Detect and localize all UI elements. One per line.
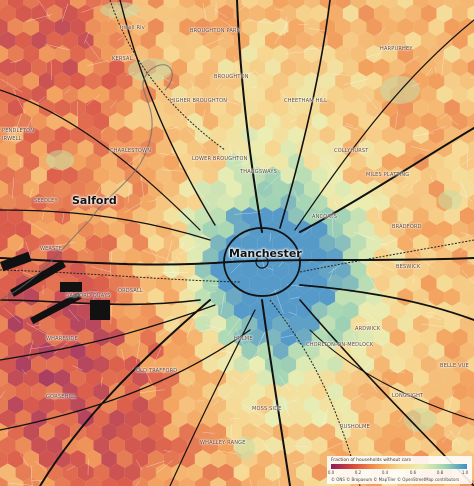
place-label-hulme: HULME (234, 336, 253, 342)
place-label-broughton-park: BROUGHTON PARK (190, 28, 241, 34)
place-label-cheetham-hill: CHEETHAM HILL (284, 98, 328, 104)
place-label-chorlton-on-medlock: CHORLTON-ON-MEDLOCK (306, 342, 374, 348)
place-label-charlestown: CHARLESTOWN (110, 148, 152, 154)
legend-tick: 0.6 (409, 470, 417, 475)
legend-title: Fraction of households without cars (331, 458, 411, 463)
map-attribution: © ONS © Bropaeum © MapTiler © OpenStreet… (331, 477, 460, 482)
place-label-whalley-range: WHALLEY RANGE (200, 440, 246, 446)
place-label-salford-quays: SALFORD QUAYS (66, 293, 111, 299)
place-label-belle-vue: BELLE VUE (440, 363, 469, 369)
place-label-broughton: BROUGHTON (214, 74, 249, 80)
place-label-thangsways: THANGSWAYS (240, 169, 277, 175)
docks-layer (0, 64, 173, 325)
place-label-harpurhey: HARPURHEY (380, 46, 413, 52)
place-label-collyhurst: COLLYHURST (334, 148, 369, 154)
place-label-gorsehill: GORSEHILL (46, 394, 77, 400)
map-legend: Fraction of households without cars 0.0 … (327, 456, 472, 484)
place-label-moss-side: MOSS SIDE (252, 406, 282, 412)
legend-tick: 0.2 (354, 470, 362, 475)
place-label-miles-platting: MILES PLATTING (366, 172, 410, 178)
place-label-wharfside: WHARFSIDE (46, 336, 78, 342)
place-label-weaste: WEASTE (40, 246, 63, 252)
legend-color-ramp (331, 464, 467, 469)
place-label-higher-broughton: HIGHER BROUGHTON (170, 98, 228, 104)
place-label-ardwick: ARDWICK (355, 326, 381, 332)
place-label-irwell-riv: Irwell Riv (120, 25, 145, 31)
legend-tick: 0.8 (436, 470, 444, 475)
place-label-rusholme: RUSHOLME (340, 424, 370, 430)
legend-tick: 0.0 (327, 470, 335, 475)
place-label-bradford: BRADFORD (392, 224, 422, 230)
place-label-ancoats: ANCOATS (312, 214, 338, 220)
legend-tick: 0.4 (381, 470, 389, 475)
place-label-old-trafford: OLD TRAFFORD (136, 368, 178, 374)
place-label-longsight: LONGSIGHT (392, 393, 424, 399)
city-label-manchester: Manchester (229, 247, 302, 260)
place-label-kersal: KERSAL (112, 56, 133, 62)
place-label-ordsall: ORDSALL (118, 288, 143, 294)
place-label-lower-broughton: LOWER BROUGHTON (192, 156, 248, 162)
place-label-pendleton: PENDLETON (2, 128, 35, 134)
place-label-beswick: BESWICK (396, 264, 421, 270)
place-label-irwell: IRWELL (2, 136, 22, 142)
legend-tick: 1.0 (461, 470, 469, 475)
place-label-seedley: SEEDLEY (34, 198, 58, 204)
city-label-salford: Salford (72, 194, 117, 207)
